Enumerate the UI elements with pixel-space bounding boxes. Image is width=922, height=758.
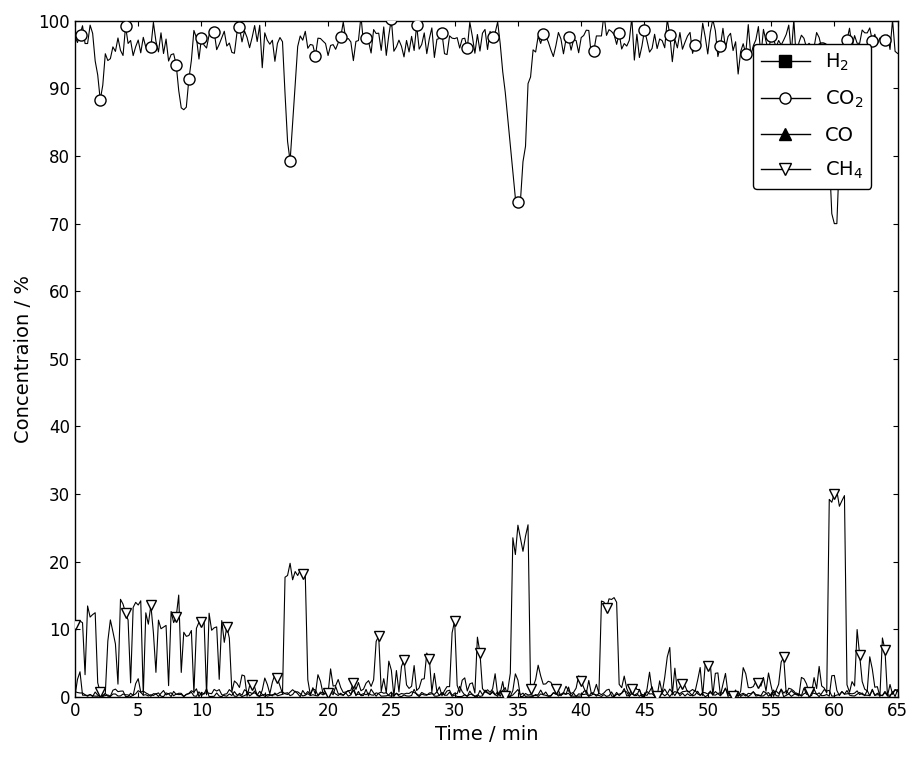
Y-axis label: Concentraion / %: Concentraion / % (14, 275, 33, 443)
Legend: H$_2$, CO$_2$, CO, CH$_4$: H$_2$, CO$_2$, CO, CH$_4$ (753, 44, 871, 190)
X-axis label: Time / min: Time / min (434, 725, 538, 744)
